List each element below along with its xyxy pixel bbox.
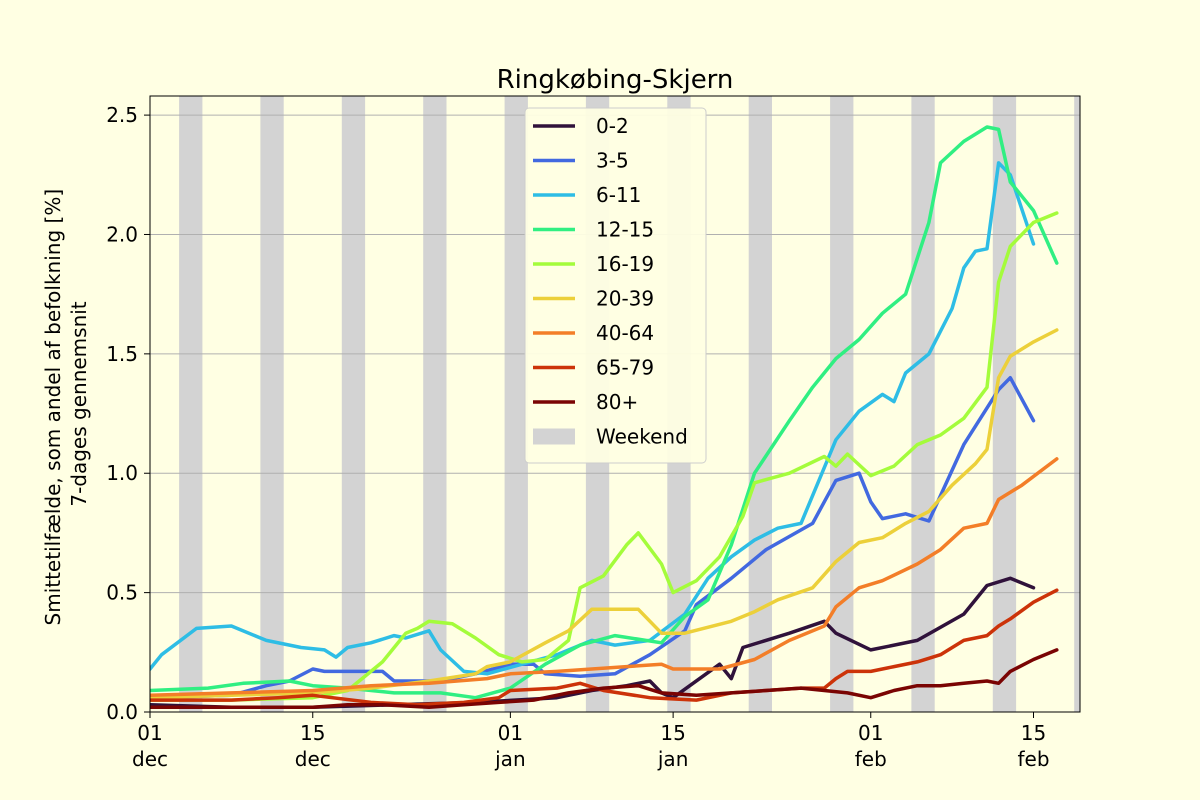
series-line-16-19 bbox=[150, 211, 1059, 702]
plot-frame bbox=[149, 95, 1081, 713]
y-axis-label-line-2: 7-dages gennemsnit bbox=[67, 301, 91, 506]
weekend-band-1 bbox=[179, 96, 203, 712]
y-tick-label-2: 1.0 bbox=[106, 461, 138, 485]
series-line-20-39 bbox=[150, 328, 1059, 700]
legend-label-12-15: 12-15 bbox=[596, 218, 654, 242]
legend-label-80+: 80+ bbox=[596, 390, 638, 414]
x-tick-month-3: jan bbox=[657, 747, 689, 771]
legend-label-40-64: 40-64 bbox=[596, 321, 654, 345]
y-tick-label-0: 0.0 bbox=[106, 700, 138, 724]
x-tick-day-1: 15 bbox=[300, 721, 325, 745]
weekend-band-9 bbox=[830, 96, 854, 712]
x-tick-month-0: dec bbox=[132, 747, 168, 771]
x-tick-month-1: dec bbox=[295, 747, 331, 771]
y-tick-label-4: 2.0 bbox=[106, 222, 138, 246]
x-tick-month-2: jan bbox=[494, 747, 526, 771]
series-line-40-64 bbox=[150, 457, 1059, 698]
weekend-band-12 bbox=[1074, 96, 1080, 712]
x-tick-month-4: feb bbox=[855, 747, 887, 771]
x-tick-day-3: 15 bbox=[660, 721, 685, 745]
weekend-bands bbox=[179, 96, 1080, 712]
series-line-3-5 bbox=[150, 375, 1036, 700]
legend-label-20-39: 20-39 bbox=[596, 287, 654, 311]
series-line-80+ bbox=[150, 648, 1059, 709]
x-tick-day-2: 01 bbox=[498, 721, 523, 745]
series-line-6-11 bbox=[150, 161, 1036, 676]
legend-swatch-weekend bbox=[533, 428, 575, 445]
legend-label-6-11: 6-11 bbox=[596, 183, 641, 207]
y-axis: 0.0 0.5 1.0 1.5 2.0 2.5 bbox=[106, 103, 150, 724]
weekend-band-2 bbox=[260, 96, 284, 712]
y-axis-label: Smittetilfælde, som andel af befolkning … bbox=[41, 183, 91, 626]
weekend-band-3 bbox=[341, 96, 366, 712]
y-tick-label-5: 2.5 bbox=[106, 103, 138, 127]
x-tick-month-5: feb bbox=[1017, 747, 1049, 771]
weekend-band-4 bbox=[423, 96, 447, 712]
legend-label-weekend: Weekend bbox=[596, 425, 688, 449]
y-axis-label-line-1: Smittetilfælde, som andel af befolkning … bbox=[41, 189, 65, 626]
weekend-band-5 bbox=[504, 96, 528, 712]
series-lines bbox=[150, 125, 1059, 709]
x-tick-day-4: 01 bbox=[858, 721, 883, 745]
weekend-band-8 bbox=[748, 96, 772, 712]
chart-title: Ringkøbing-Skjern bbox=[497, 65, 734, 95]
legend: 0-2 3-5 6-11 12-15 16-19 20-39 40-64 65-79 80+ We… bbox=[524, 107, 707, 464]
x-tick-day-0: 01 bbox=[137, 721, 162, 745]
legend-label-3-5: 3-5 bbox=[596, 149, 629, 173]
x-tick-day-5: 15 bbox=[1021, 721, 1046, 745]
weekend-band-10 bbox=[911, 96, 935, 712]
legend-label-16-19: 16-19 bbox=[596, 252, 654, 276]
y-tick-label-1: 0.5 bbox=[106, 581, 138, 605]
legend-label-0-2: 0-2 bbox=[596, 114, 629, 138]
y-tick-label-3: 1.5 bbox=[106, 342, 138, 366]
legend-label-65-79: 65-79 bbox=[596, 356, 654, 380]
